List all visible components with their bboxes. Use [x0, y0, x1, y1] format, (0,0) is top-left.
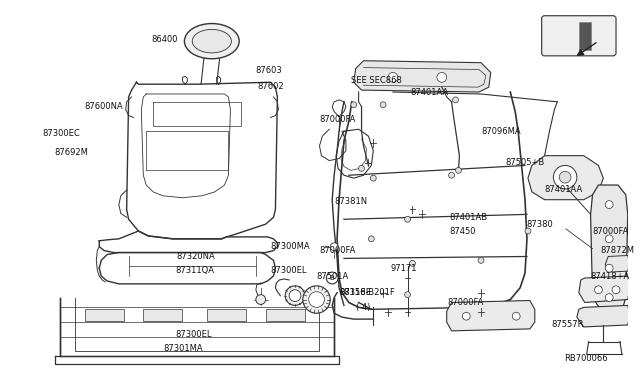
Text: 97171: 97171	[391, 264, 417, 273]
Text: 87603: 87603	[255, 66, 282, 75]
Circle shape	[595, 286, 602, 294]
Text: 87320NA: 87320NA	[176, 252, 215, 261]
Circle shape	[369, 236, 374, 242]
Bar	[207, 310, 246, 321]
Text: 87380: 87380	[526, 220, 553, 229]
Ellipse shape	[184, 23, 239, 59]
Circle shape	[404, 292, 410, 298]
Circle shape	[449, 172, 454, 178]
Circle shape	[285, 286, 305, 305]
Circle shape	[358, 166, 365, 171]
Polygon shape	[528, 155, 604, 200]
Text: 87450: 87450	[450, 227, 476, 235]
Text: 87872M: 87872M	[600, 246, 634, 255]
Circle shape	[605, 235, 613, 243]
Circle shape	[605, 264, 613, 272]
Text: 87000FA: 87000FA	[448, 298, 484, 307]
Text: 87318E: 87318E	[339, 288, 371, 297]
Bar	[143, 310, 182, 321]
Text: B: B	[330, 275, 335, 281]
Circle shape	[371, 175, 376, 181]
Polygon shape	[447, 301, 535, 331]
Circle shape	[525, 228, 531, 234]
Polygon shape	[591, 185, 628, 312]
Circle shape	[478, 257, 484, 263]
Circle shape	[605, 201, 613, 209]
Circle shape	[452, 97, 458, 103]
Circle shape	[456, 167, 461, 173]
Circle shape	[303, 286, 330, 313]
Text: 87557R: 87557R	[552, 321, 584, 330]
Circle shape	[559, 171, 571, 183]
Bar	[266, 310, 305, 321]
Text: 87300EC: 87300EC	[42, 129, 80, 138]
FancyBboxPatch shape	[541, 16, 616, 56]
Circle shape	[388, 73, 398, 82]
Circle shape	[256, 295, 266, 304]
Text: 87000FA: 87000FA	[593, 227, 629, 235]
Text: 87401AA: 87401AA	[410, 87, 449, 97]
Text: 08156-B201F: 08156-B201F	[339, 288, 395, 297]
Circle shape	[330, 243, 338, 251]
Text: 86400: 86400	[151, 35, 177, 44]
Circle shape	[351, 102, 356, 108]
Polygon shape	[354, 61, 491, 92]
Text: 87602: 87602	[258, 82, 284, 91]
Circle shape	[605, 294, 613, 301]
Text: 87301MA: 87301MA	[163, 344, 202, 353]
Ellipse shape	[192, 29, 232, 53]
Text: 87692M: 87692M	[54, 148, 88, 157]
Text: 87300EL: 87300EL	[271, 266, 307, 275]
Text: 87000FA: 87000FA	[319, 246, 356, 255]
Circle shape	[437, 73, 447, 82]
Circle shape	[554, 166, 577, 189]
Circle shape	[462, 312, 470, 320]
Text: 87300MA: 87300MA	[271, 242, 310, 251]
Circle shape	[410, 260, 415, 266]
Text: 87401AA: 87401AA	[545, 185, 583, 195]
Text: 87381N: 87381N	[334, 197, 367, 206]
Text: RB700066: RB700066	[564, 354, 608, 363]
Text: 87501A: 87501A	[317, 272, 349, 280]
Text: 87300EL: 87300EL	[175, 330, 212, 339]
Circle shape	[404, 217, 410, 222]
Text: 87418+A: 87418+A	[591, 272, 630, 280]
Circle shape	[612, 286, 620, 294]
Polygon shape	[605, 256, 630, 272]
Text: ( 4): ( 4)	[356, 303, 370, 312]
Bar	[84, 310, 124, 321]
Polygon shape	[579, 276, 630, 302]
Bar	[579, 22, 591, 50]
Text: 87096MA: 87096MA	[481, 127, 520, 136]
Circle shape	[512, 312, 520, 320]
Text: 87505+B: 87505+B	[506, 158, 545, 167]
Circle shape	[308, 292, 324, 307]
Text: 87000FA: 87000FA	[319, 115, 356, 124]
Circle shape	[380, 102, 386, 108]
Circle shape	[289, 290, 301, 301]
Text: SEE SEC868: SEE SEC868	[351, 76, 402, 85]
Text: 87600NA: 87600NA	[84, 102, 124, 111]
Polygon shape	[577, 305, 630, 327]
Circle shape	[326, 272, 338, 284]
Text: 87311QA: 87311QA	[176, 266, 215, 275]
Text: 87401AB: 87401AB	[450, 213, 488, 222]
